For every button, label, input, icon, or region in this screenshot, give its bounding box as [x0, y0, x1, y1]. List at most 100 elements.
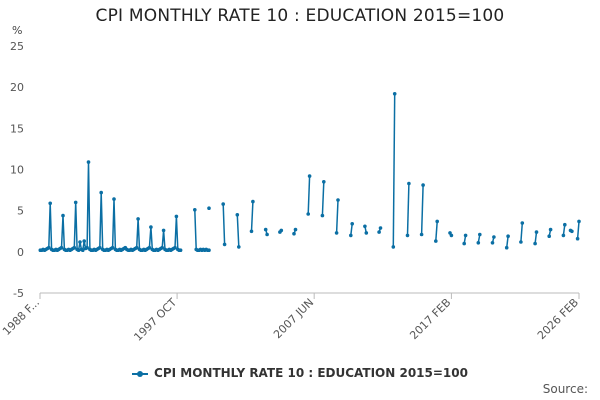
data-point[interactable]: [533, 241, 537, 246]
data-point[interactable]: [405, 233, 410, 238]
x-tick-label: 1988 F...: [0, 296, 42, 338]
data-point[interactable]: [112, 197, 116, 201]
data-point[interactable]: [306, 212, 311, 216]
data-point[interactable]: [249, 229, 254, 234]
x-tick-label: 2026 FEB: [535, 296, 581, 342]
series-line: [576, 221, 580, 239]
data-point[interactable]: [407, 181, 411, 186]
data-point[interactable]: [48, 201, 52, 206]
data-point[interactable]: [490, 241, 495, 245]
data-point[interactable]: [320, 213, 325, 218]
data-point[interactable]: [547, 234, 551, 238]
y-tick-label: 20: [10, 81, 24, 94]
data-point[interactable]: [377, 230, 381, 234]
data-point[interactable]: [174, 214, 179, 219]
data-point[interactable]: [378, 226, 383, 230]
source-label: Source:: [542, 382, 588, 396]
data-point[interactable]: [364, 231, 369, 235]
data-point[interactable]: [178, 248, 183, 252]
data-point[interactable]: [506, 234, 510, 238]
data-point[interactable]: [548, 227, 553, 232]
data-point[interactable]: [334, 231, 339, 235]
data-point[interactable]: [173, 245, 177, 250]
data-point[interactable]: [292, 231, 296, 236]
data-point[interactable]: [570, 229, 574, 234]
data-point[interactable]: [98, 245, 102, 250]
series-line: [321, 181, 325, 216]
data-point[interactable]: [149, 225, 153, 229]
y-axis: -5 0 5 10 15 20 25: [10, 40, 24, 300]
y-tick-label: 0: [17, 246, 24, 259]
data-point[interactable]: [251, 199, 255, 204]
legend-label: CPI MONTHLY RATE 10 : EDUCATION 2015=100: [154, 366, 468, 380]
data-point[interactable]: [563, 222, 567, 227]
data-point[interactable]: [136, 217, 140, 221]
data-point[interactable]: [82, 239, 86, 243]
data-point[interactable]: [449, 233, 454, 238]
y-tick-label: 5: [17, 205, 24, 218]
data-point[interactable]: [419, 232, 424, 237]
data-point[interactable]: [391, 245, 396, 249]
data-point[interactable]: [520, 221, 525, 225]
data-point[interactable]: [322, 180, 326, 184]
data-point[interactable]: [478, 232, 482, 237]
legend[interactable]: CPI MONTHLY RATE 10 : EDUCATION 2015=100: [0, 366, 600, 380]
data-point[interactable]: [59, 245, 64, 250]
data-point[interactable]: [421, 183, 425, 187]
series-line: [406, 183, 410, 236]
data-point[interactable]: [237, 245, 241, 249]
data-point[interactable]: [235, 213, 240, 217]
data-point[interactable]: [78, 240, 82, 244]
data-point[interactable]: [577, 219, 581, 224]
series-line: [194, 209, 209, 252]
data-point[interactable]: [85, 245, 89, 250]
data-point[interactable]: [575, 236, 580, 241]
data-point[interactable]: [72, 245, 77, 250]
data-point[interactable]: [463, 233, 468, 238]
data-point[interactable]: [263, 227, 268, 232]
data-point[interactable]: [363, 224, 367, 229]
data-point[interactable]: [476, 241, 481, 245]
data-point[interactable]: [534, 230, 539, 234]
series-line: [534, 232, 538, 244]
data-point[interactable]: [147, 245, 152, 250]
data-point[interactable]: [99, 190, 103, 195]
data-point[interactable]: [293, 227, 298, 232]
data-point[interactable]: [504, 245, 509, 250]
x-tick-label: 2007 JUN: [271, 296, 316, 341]
data-point[interactable]: [265, 232, 269, 237]
data-point[interactable]: [435, 219, 440, 224]
data-point[interactable]: [86, 160, 91, 164]
data-point[interactable]: [110, 245, 115, 250]
y-tick-label: 15: [10, 122, 24, 135]
data-point[interactable]: [392, 92, 397, 96]
data-point[interactable]: [81, 248, 85, 252]
data-point[interactable]: [207, 248, 211, 252]
data-point[interactable]: [434, 239, 438, 243]
data-point[interactable]: [161, 228, 166, 233]
data-point[interactable]: [160, 245, 164, 250]
x-tick-label: 2017 FEB: [407, 296, 453, 342]
data-point[interactable]: [61, 213, 65, 218]
data-point[interactable]: [207, 206, 211, 210]
data-point[interactable]: [336, 198, 340, 202]
data-point[interactable]: [193, 208, 197, 212]
data-point[interactable]: [492, 235, 496, 239]
data-point[interactable]: [222, 242, 227, 247]
data-point[interactable]: [561, 233, 566, 238]
data-point[interactable]: [349, 233, 353, 238]
data-point[interactable]: [462, 241, 467, 246]
data-point[interactable]: [307, 174, 312, 178]
data-point[interactable]: [47, 245, 51, 250]
data-point[interactable]: [279, 228, 284, 233]
data-point[interactable]: [134, 245, 139, 250]
series-line: [435, 221, 438, 242]
data-point[interactable]: [221, 202, 225, 206]
data-point[interactable]: [76, 248, 81, 252]
data-point[interactable]: [519, 240, 523, 244]
data-point[interactable]: [350, 222, 355, 226]
data-point[interactable]: [73, 200, 78, 205]
series-line: [505, 236, 509, 248]
